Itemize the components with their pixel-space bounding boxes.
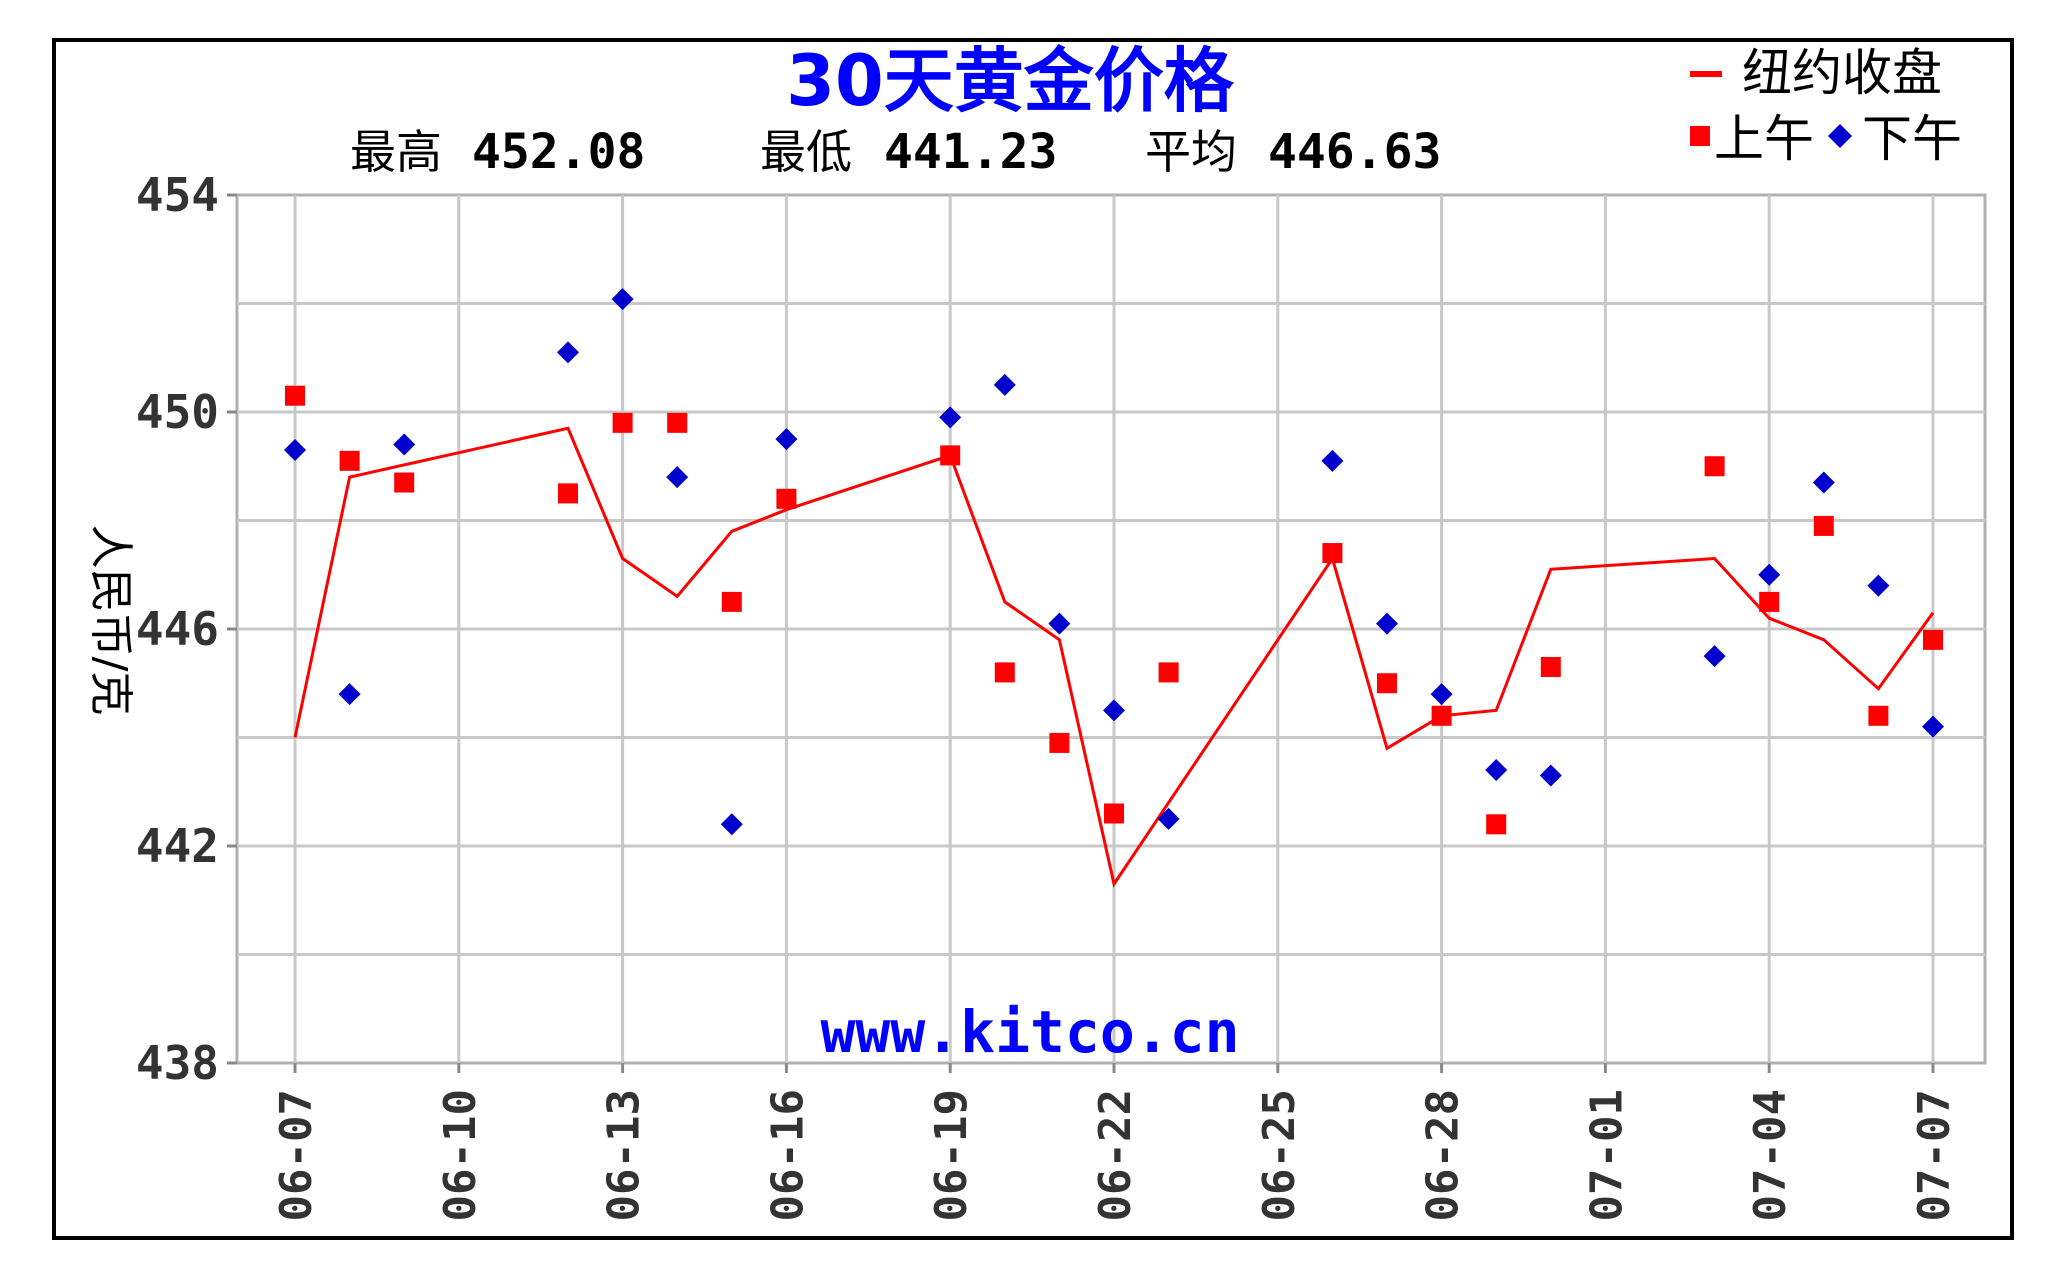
pm-point [557,341,579,364]
pm-point [1703,645,1726,668]
pm-point [1157,807,1180,830]
series-layer [284,288,1944,888]
pm-point [775,428,798,451]
am-point [394,472,415,493]
x-tick-label: 07-07 [1909,1089,1960,1221]
legend-close-label: 纽约收盘 [1742,44,1942,102]
am-point [1049,732,1070,753]
am-point [612,412,633,433]
am-point [1322,543,1343,564]
grid-lines [237,195,1985,1063]
am-point [339,450,360,471]
stat-avg-value: 446.63 [1268,124,1441,180]
stat-low-value: 441.23 [884,124,1057,180]
y-axis-ticks: 438 442 446 450 454 [136,168,237,1090]
pm-point [1867,574,1890,597]
pm-point [284,438,306,461]
y-tick-label: 442 [136,819,219,873]
y-tick-label: 446 [136,602,219,656]
y-tick-label: 450 [136,385,219,439]
y-tick-label: 438 [136,1036,219,1090]
am-point [1813,515,1834,536]
x-tick-label: 06-07 [271,1089,322,1221]
am-point [721,591,742,612]
x-tick-label: 07-04 [1745,1089,1796,1221]
pm-point [1103,699,1125,722]
am-point [558,483,578,504]
am-point [1158,662,1179,683]
x-tick-label: 06-10 [435,1089,486,1221]
pm-point [1048,612,1071,635]
stat-high-value: 452.08 [472,124,645,180]
am-point [1704,456,1725,477]
legend-am-swatch [1690,126,1710,146]
pm-point [720,813,743,836]
pm-point [1485,759,1508,782]
pm-point [611,288,634,311]
pm-point [939,406,962,429]
pm-point [1758,563,1781,586]
legend-pm-label: 下午 [1862,110,1962,168]
chart-title: 30天黄金价格 [786,40,1234,122]
pm-point [1922,715,1944,738]
x-tick-label: 06-22 [1090,1089,1141,1221]
pm-point [338,683,361,706]
pm-point [666,466,689,489]
pm-point [993,373,1016,396]
stat-low-label: 最低 [760,125,852,179]
am-point [1923,629,1943,650]
am-point [994,662,1015,683]
x-tick-label: 06-28 [1418,1089,1469,1221]
x-tick-label: 06-13 [599,1089,650,1221]
pm-point [393,433,416,456]
pm-point [1539,764,1562,787]
am-point [1431,705,1452,726]
x-tick-label: 06-25 [1254,1089,1305,1221]
x-tick-label: 06-16 [762,1089,813,1221]
x-tick-label: 07-01 [1581,1089,1632,1221]
am-point [776,488,797,509]
series-line-close [293,426,1935,888]
pm-point [1321,449,1344,472]
pm-point [1376,612,1398,635]
am-point [940,445,961,466]
am-point [1868,705,1889,726]
y-tick-label: 454 [136,168,219,222]
am-point [1759,591,1780,612]
am-point [1377,673,1397,694]
x-axis-ticks: 06-07 06-10 06-13 06-16 06-19 06-22 06-25 06-28… [271,1063,1960,1221]
am-point [1104,803,1124,824]
legend-pm-swatch [1828,124,1852,148]
legend: 纽约收盘 上午 下午 [1690,44,1962,168]
am-point [667,412,688,433]
am-point [285,385,305,406]
pm-point [1812,471,1835,494]
am-point [1540,656,1561,677]
x-tick-label: 06-19 [926,1089,977,1221]
y-axis-label: 人民币/克 [85,525,136,716]
stat-high-label: 最高 [350,125,442,179]
stat-avg-label: 平均 [1145,125,1237,179]
am-point [1486,814,1507,835]
watermark: www.kitco.cn [820,998,1239,1066]
legend-am-label: 上午 [1714,110,1814,168]
pm-point [1430,683,1453,706]
